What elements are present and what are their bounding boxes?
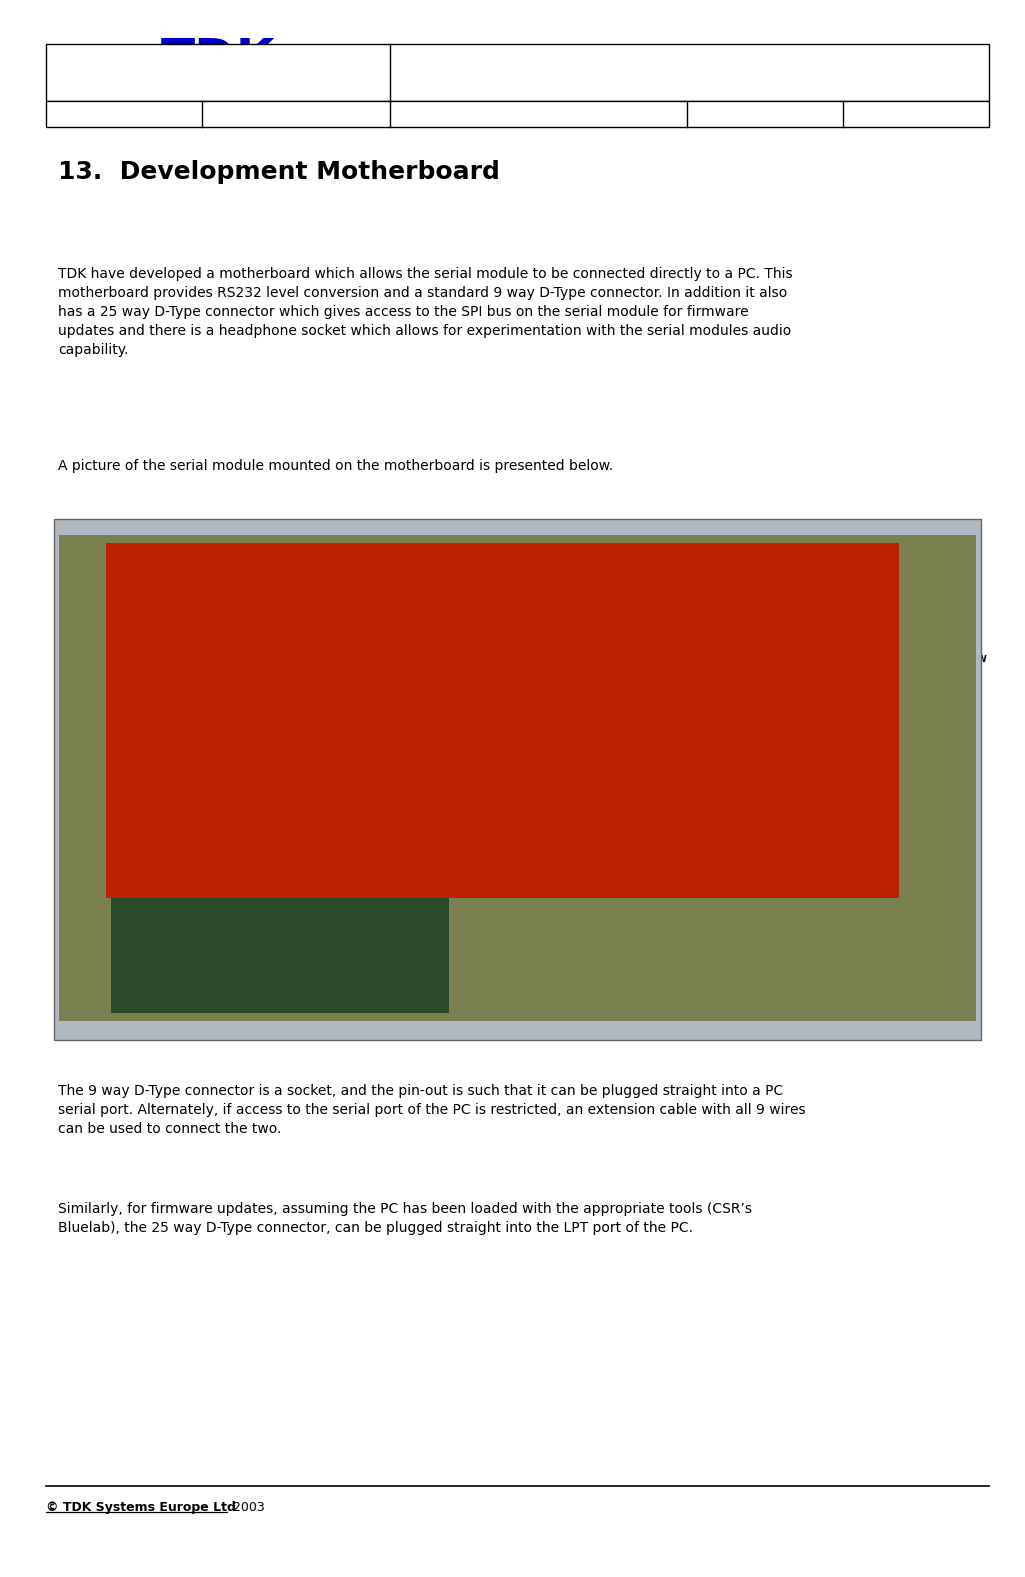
Text: 3 Feb 03: 3 Feb 03 [108,107,161,120]
Text: XRBLU020-001SW-0: XRBLU020-001SW-0 [476,107,602,120]
Text: Bluetooth
Serial
Module: Bluetooth Serial Module [78,869,128,899]
Text: Doc No :: Doc No : [400,107,453,120]
Text: On/Off Switch: On/Off Switch [380,1006,451,1016]
Text: 2003: 2003 [229,1501,264,1514]
Text: 1.9: 1.9 [315,107,334,120]
Text: TDK Systems Europe Ltd: TDK Systems Europe Ltd [136,85,300,99]
Text: The 9 way D-Type connector is a socket, and the pin-out is such that it can be p: The 9 way D-Type connector is a socket, … [58,1083,806,1135]
Text: TDK have developed a motherboard which allows the serial module to be connected : TDK have developed a motherboard which a… [58,267,793,356]
Text: Bluetooth Serial Module: Bluetooth Serial Module [568,44,812,63]
Text: 9-way
D-Type
Connector
Plugs
straight
into
PC Comport: 9-way D-Type Connector Plugs straight in… [920,796,981,867]
Text: TDK: TDK [161,36,276,84]
Text: Date :: Date : [51,107,89,120]
Text: Similarly, for firmware updates, assuming the PC has been loaded with the approp: Similarly, for firmware updates, assumin… [58,1202,752,1235]
Text: Codec
MC145483DW: Codec MC145483DW [916,645,987,664]
Text: Firmware
Programming
Connector: Firmware Programming Connector [78,702,147,732]
Text: A picture of the serial module mounted on the motherboard is presented below.: A picture of the serial module mounted o… [58,459,614,473]
Text: 13.  Development Motherboard: 13. Development Motherboard [58,159,500,185]
Text: AT Command Set: AT Command Set [604,87,776,106]
Text: 32 of 38: 32 of 38 [890,107,942,120]
Text: Page: Page [848,107,878,120]
Text: Headphone
Audio Socket: Headphone Audio Socket [568,572,634,591]
Text: © TDK Systems Europe Ltd: © TDK Systems Europe Ltd [46,1501,236,1514]
Text: Issue No :: Issue No : [211,107,273,120]
